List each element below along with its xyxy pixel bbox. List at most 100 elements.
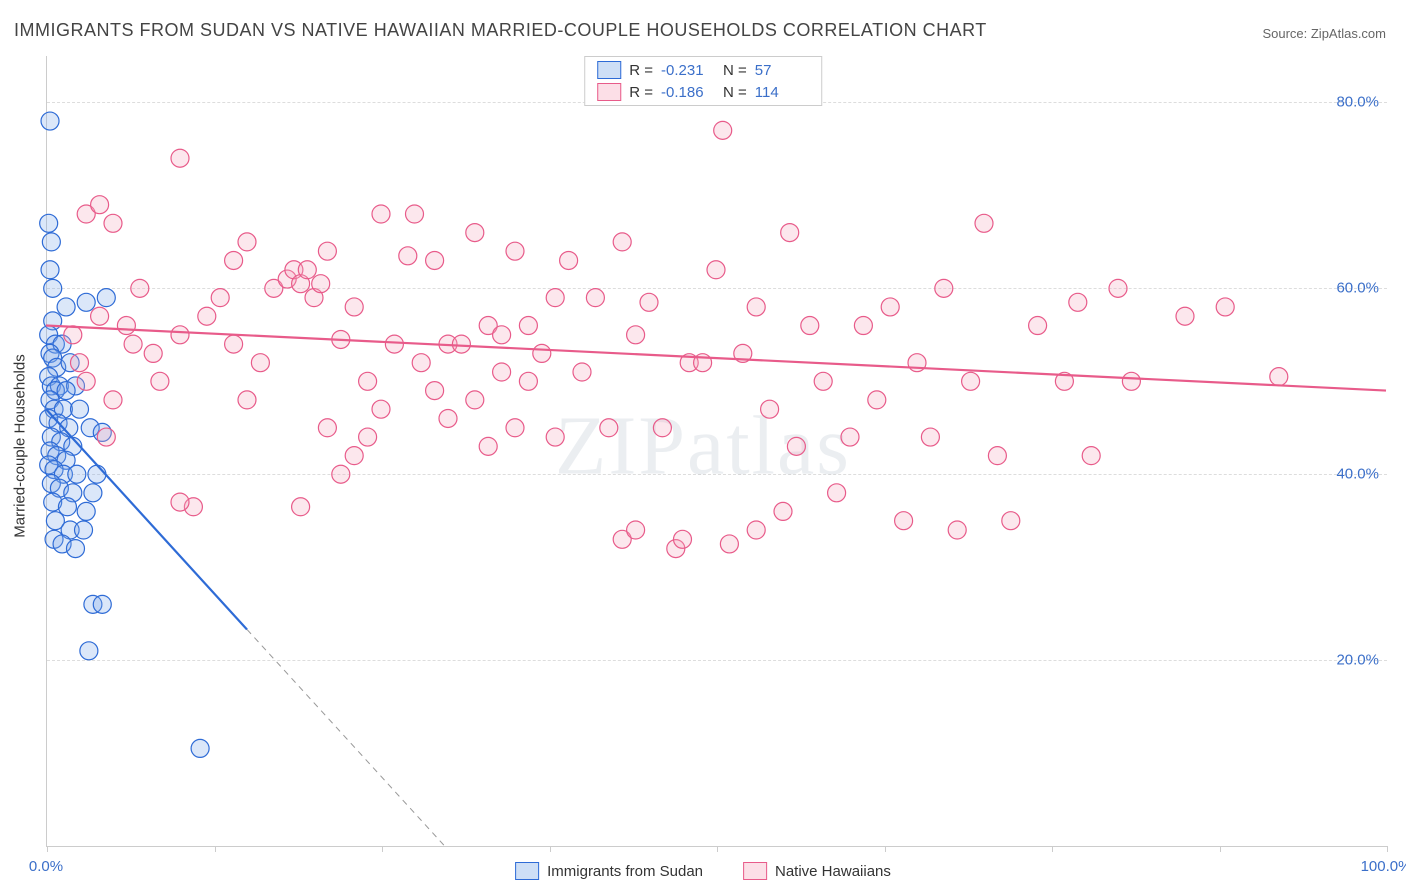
- scatter-point-hawaiian: [171, 493, 189, 511]
- scatter-point-hawaiian: [962, 372, 980, 390]
- scatter-point-hawaiian: [573, 363, 591, 381]
- swatch-hawaiian: [597, 83, 621, 101]
- scatter-point-sudan: [41, 261, 59, 279]
- scatter-point-sudan: [84, 484, 102, 502]
- scatter-point-hawaiian: [171, 149, 189, 167]
- r-value-sudan: -0.231: [661, 62, 715, 79]
- scatter-point-hawaiian: [385, 335, 403, 353]
- scatter-point-hawaiian: [426, 251, 444, 269]
- scatter-point-hawaiian: [935, 279, 953, 297]
- scatter-point-hawaiian: [506, 242, 524, 260]
- scatter-point-hawaiian: [117, 317, 135, 335]
- scatter-point-hawaiian: [64, 326, 82, 344]
- scatter-point-hawaiian: [586, 289, 604, 307]
- scatter-point-hawaiian: [674, 530, 692, 548]
- scatter-point-sudan: [66, 540, 84, 558]
- scatter-point-hawaiian: [292, 498, 310, 516]
- scatter-point-hawaiian: [151, 372, 169, 390]
- scatter-point-hawaiian: [312, 275, 330, 293]
- scatter-point-sudan: [93, 595, 111, 613]
- chart-title: IMMIGRANTS FROM SUDAN VS NATIVE HAWAIIAN…: [14, 20, 987, 41]
- scatter-point-hawaiian: [77, 372, 95, 390]
- scatter-point-hawaiian: [707, 261, 725, 279]
- scatter-point-hawaiian: [493, 326, 511, 344]
- scatter-point-hawaiian: [1122, 372, 1140, 390]
- legend-label-sudan: Immigrants from Sudan: [547, 863, 703, 880]
- scatter-point-hawaiian: [868, 391, 886, 409]
- scatter-point-hawaiian: [104, 214, 122, 232]
- scatter-point-hawaiian: [144, 344, 162, 362]
- x-tick-mark: [47, 846, 48, 852]
- scatter-point-hawaiian: [359, 428, 377, 446]
- scatter-point-hawaiian: [97, 428, 115, 446]
- source-label: Source:: [1262, 26, 1310, 41]
- scatter-point-hawaiian: [560, 251, 578, 269]
- n-label: N =: [723, 84, 747, 101]
- source-value: ZipAtlas.com: [1311, 26, 1386, 41]
- scatter-point-hawaiian: [131, 279, 149, 297]
- scatter-point-hawaiian: [238, 391, 256, 409]
- scatter-point-hawaiian: [439, 409, 457, 427]
- source-attribution: Source: ZipAtlas.com: [1262, 26, 1386, 41]
- scatter-point-hawaiian: [781, 224, 799, 242]
- scatter-point-hawaiian: [318, 419, 336, 437]
- scatter-point-hawaiian: [747, 521, 765, 539]
- scatter-point-sudan: [41, 112, 59, 130]
- scatter-point-hawaiian: [225, 335, 243, 353]
- scatter-point-hawaiian: [506, 419, 524, 437]
- x-tick-mark: [550, 846, 551, 852]
- scatter-point-hawaiian: [814, 372, 832, 390]
- scatter-point-hawaiian: [479, 437, 497, 455]
- n-label: N =: [723, 62, 747, 79]
- scatter-point-hawaiian: [1082, 447, 1100, 465]
- n-value-hawaiian: 114: [755, 84, 809, 101]
- scatter-point-hawaiian: [91, 307, 109, 325]
- scatter-point-hawaiian: [251, 354, 269, 372]
- scatter-point-hawaiian: [895, 512, 913, 530]
- scatter-point-hawaiian: [399, 247, 417, 265]
- legend: Immigrants from Sudan Native Hawaiians: [515, 862, 891, 880]
- scatter-point-hawaiian: [298, 261, 316, 279]
- scatter-point-hawaiian: [546, 428, 564, 446]
- stats-row-hawaiian: R =-0.186N =114: [585, 81, 821, 103]
- scatter-point-hawaiian: [406, 205, 424, 223]
- scatter-point-hawaiian: [345, 447, 363, 465]
- scatter-point-hawaiian: [1109, 279, 1127, 297]
- scatter-point-hawaiian: [948, 521, 966, 539]
- scatter-point-sudan: [68, 465, 86, 483]
- x-tick-mark: [1387, 846, 1388, 852]
- scatter-point-hawaiian: [359, 372, 377, 390]
- scatter-point-sudan: [71, 400, 89, 418]
- trend-line-extrapolated-sudan: [247, 629, 445, 846]
- scatter-svg: [46, 56, 1386, 846]
- scatter-point-hawaiian: [91, 196, 109, 214]
- scatter-point-sudan: [42, 233, 60, 251]
- n-value-sudan: 57: [755, 62, 809, 79]
- scatter-point-hawaiian: [238, 233, 256, 251]
- scatter-point-hawaiian: [1069, 293, 1087, 311]
- scatter-point-hawaiian: [1002, 512, 1020, 530]
- scatter-point-hawaiian: [412, 354, 430, 372]
- legend-item-hawaiian: Native Hawaiians: [743, 862, 891, 880]
- scatter-point-hawaiian: [171, 326, 189, 344]
- scatter-point-sudan: [88, 465, 106, 483]
- scatter-point-hawaiian: [1029, 317, 1047, 335]
- trend-line-hawaiian: [46, 326, 1386, 391]
- scatter-point-hawaiian: [519, 372, 537, 390]
- scatter-point-hawaiian: [519, 317, 537, 335]
- stats-row-sudan: R =-0.231N =57: [585, 59, 821, 81]
- scatter-point-sudan: [40, 214, 58, 232]
- legend-swatch-hawaiian: [743, 862, 767, 880]
- correlation-stats-box: R =-0.231N =57R =-0.186N =114: [584, 56, 822, 106]
- legend-item-sudan: Immigrants from Sudan: [515, 862, 703, 880]
- scatter-point-hawaiian: [124, 335, 142, 353]
- scatter-point-hawaiian: [211, 289, 229, 307]
- scatter-point-hawaiian: [787, 437, 805, 455]
- legend-swatch-sudan: [515, 862, 539, 880]
- scatter-point-hawaiian: [627, 521, 645, 539]
- scatter-point-hawaiian: [854, 317, 872, 335]
- scatter-point-hawaiian: [1176, 307, 1194, 325]
- scatter-point-hawaiian: [372, 400, 390, 418]
- scatter-point-sudan: [75, 521, 93, 539]
- scatter-point-hawaiian: [640, 293, 658, 311]
